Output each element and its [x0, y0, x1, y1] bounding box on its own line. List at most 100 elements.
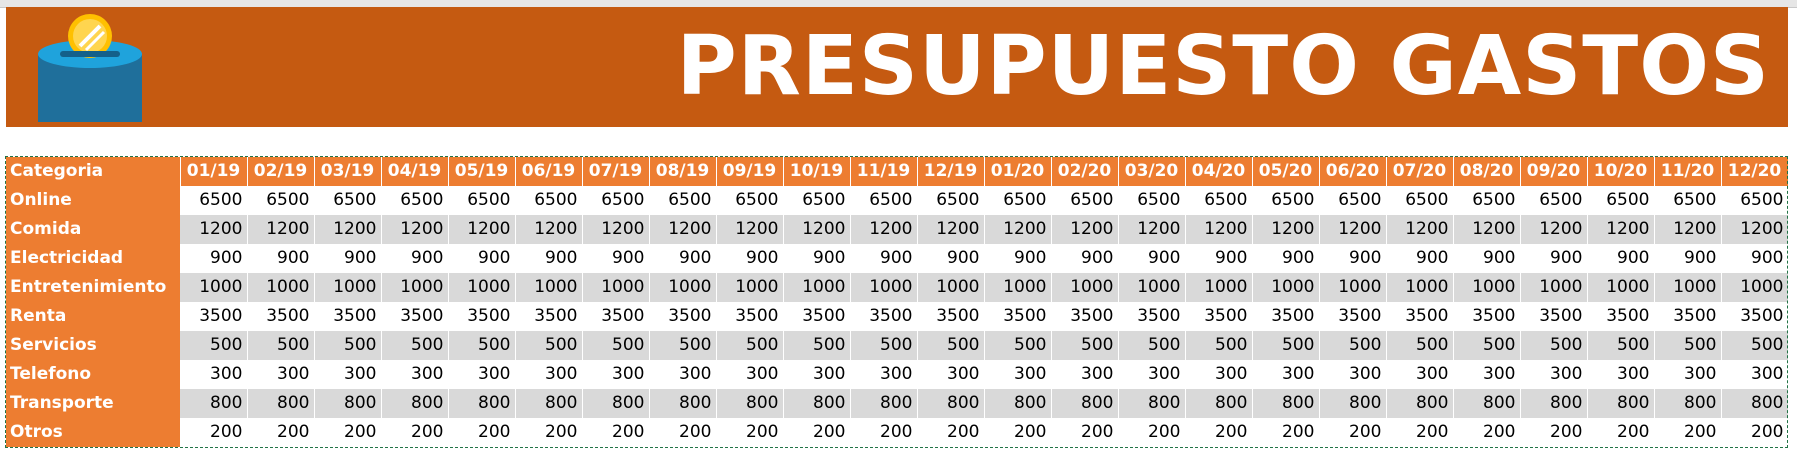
value-cell[interactable]: 1200 — [1587, 215, 1655, 244]
value-cell[interactable]: 200 — [180, 418, 248, 447]
value-cell[interactable]: 900 — [582, 244, 650, 273]
value-cell[interactable]: 900 — [180, 244, 248, 273]
value-cell[interactable]: 500 — [1051, 331, 1119, 360]
value-cell[interactable]: 900 — [1319, 244, 1387, 273]
category-cell[interactable]: Telefono — [6, 360, 180, 389]
value-cell[interactable]: 300 — [1587, 360, 1655, 389]
value-cell[interactable]: 500 — [1118, 331, 1186, 360]
value-cell[interactable]: 200 — [1252, 418, 1320, 447]
value-cell[interactable]: 300 — [1185, 360, 1253, 389]
value-cell[interactable]: 200 — [649, 418, 717, 447]
header-cell-month[interactable]: 06/20 — [1319, 157, 1387, 186]
value-cell[interactable]: 500 — [649, 331, 717, 360]
value-cell[interactable]: 1000 — [381, 273, 449, 302]
value-cell[interactable]: 3500 — [850, 302, 918, 331]
value-cell[interactable]: 1200 — [180, 215, 248, 244]
value-cell[interactable]: 300 — [247, 360, 315, 389]
value-cell[interactable]: 900 — [1587, 244, 1655, 273]
header-cell-month[interactable]: 10/19 — [783, 157, 851, 186]
value-cell[interactable]: 500 — [1319, 331, 1387, 360]
value-cell[interactable]: 1000 — [1587, 273, 1655, 302]
value-cell[interactable]: 500 — [247, 331, 315, 360]
value-cell[interactable]: 6500 — [649, 186, 717, 215]
value-cell[interactable]: 300 — [582, 360, 650, 389]
value-cell[interactable]: 6500 — [314, 186, 382, 215]
value-cell[interactable]: 300 — [783, 360, 851, 389]
value-cell[interactable]: 1200 — [1051, 215, 1119, 244]
value-cell[interactable]: 6500 — [247, 186, 315, 215]
value-cell[interactable]: 900 — [1386, 244, 1454, 273]
header-cell-month[interactable]: 12/19 — [917, 157, 985, 186]
value-cell[interactable]: 900 — [381, 244, 449, 273]
value-cell[interactable]: 900 — [1185, 244, 1253, 273]
value-cell[interactable]: 1000 — [1386, 273, 1454, 302]
value-cell[interactable]: 300 — [314, 360, 382, 389]
value-cell[interactable]: 300 — [1453, 360, 1521, 389]
value-cell[interactable]: 800 — [1654, 389, 1722, 418]
value-cell[interactable]: 3500 — [783, 302, 851, 331]
value-cell[interactable]: 300 — [984, 360, 1052, 389]
value-cell[interactable]: 200 — [716, 418, 784, 447]
value-cell[interactable]: 900 — [1721, 244, 1789, 273]
value-cell[interactable]: 500 — [448, 331, 516, 360]
value-cell[interactable]: 800 — [850, 389, 918, 418]
value-cell[interactable]: 800 — [716, 389, 784, 418]
value-cell[interactable]: 800 — [1185, 389, 1253, 418]
value-cell[interactable]: 900 — [917, 244, 985, 273]
value-cell[interactable]: 1200 — [515, 215, 583, 244]
value-cell[interactable]: 300 — [716, 360, 784, 389]
header-cell-month[interactable]: 09/19 — [716, 157, 784, 186]
value-cell[interactable]: 3500 — [582, 302, 650, 331]
value-cell[interactable]: 3500 — [1721, 302, 1789, 331]
value-cell[interactable]: 200 — [1721, 418, 1789, 447]
value-cell[interactable]: 3500 — [649, 302, 717, 331]
header-cell-month[interactable]: 06/19 — [515, 157, 583, 186]
value-cell[interactable]: 800 — [1520, 389, 1588, 418]
value-cell[interactable]: 300 — [448, 360, 516, 389]
value-cell[interactable]: 300 — [180, 360, 248, 389]
value-cell[interactable]: 6500 — [1118, 186, 1186, 215]
value-cell[interactable]: 800 — [1252, 389, 1320, 418]
header-cell-month[interactable]: 07/19 — [582, 157, 650, 186]
header-cell-month[interactable]: 03/19 — [314, 157, 382, 186]
header-cell-month[interactable]: 10/20 — [1587, 157, 1655, 186]
value-cell[interactable]: 200 — [448, 418, 516, 447]
value-cell[interactable]: 900 — [984, 244, 1052, 273]
value-cell[interactable]: 800 — [1386, 389, 1454, 418]
value-cell[interactable]: 500 — [515, 331, 583, 360]
category-cell[interactable]: Transporte — [6, 389, 180, 418]
value-cell[interactable]: 300 — [1520, 360, 1588, 389]
value-cell[interactable]: 300 — [1051, 360, 1119, 389]
value-cell[interactable]: 900 — [1453, 244, 1521, 273]
value-cell[interactable]: 200 — [1185, 418, 1253, 447]
header-cell-month[interactable]: 01/20 — [984, 157, 1052, 186]
value-cell[interactable]: 3500 — [381, 302, 449, 331]
value-cell[interactable]: 500 — [582, 331, 650, 360]
value-cell[interactable]: 6500 — [1252, 186, 1320, 215]
value-cell[interactable]: 3500 — [1587, 302, 1655, 331]
value-cell[interactable]: 1000 — [850, 273, 918, 302]
value-cell[interactable]: 300 — [1118, 360, 1186, 389]
header-cell-month[interactable]: 05/19 — [448, 157, 516, 186]
value-cell[interactable]: 900 — [314, 244, 382, 273]
value-cell[interactable]: 1200 — [783, 215, 851, 244]
value-cell[interactable]: 3500 — [1051, 302, 1119, 331]
value-cell[interactable]: 1000 — [1185, 273, 1253, 302]
value-cell[interactable]: 6500 — [1185, 186, 1253, 215]
value-cell[interactable]: 800 — [649, 389, 717, 418]
value-cell[interactable]: 1000 — [314, 273, 382, 302]
header-cell-month[interactable]: 11/20 — [1654, 157, 1722, 186]
value-cell[interactable]: 1200 — [917, 215, 985, 244]
value-cell[interactable]: 1000 — [1118, 273, 1186, 302]
value-cell[interactable]: 1000 — [1654, 273, 1722, 302]
value-cell[interactable]: 800 — [1587, 389, 1655, 418]
value-cell[interactable]: 3500 — [1185, 302, 1253, 331]
header-cell-month[interactable]: 04/19 — [381, 157, 449, 186]
value-cell[interactable]: 6500 — [1654, 186, 1722, 215]
value-cell[interactable]: 200 — [1453, 418, 1521, 447]
value-cell[interactable]: 500 — [1453, 331, 1521, 360]
value-cell[interactable]: 800 — [917, 389, 985, 418]
value-cell[interactable]: 800 — [1319, 389, 1387, 418]
value-cell[interactable]: 500 — [1252, 331, 1320, 360]
value-cell[interactable]: 6500 — [1721, 186, 1789, 215]
